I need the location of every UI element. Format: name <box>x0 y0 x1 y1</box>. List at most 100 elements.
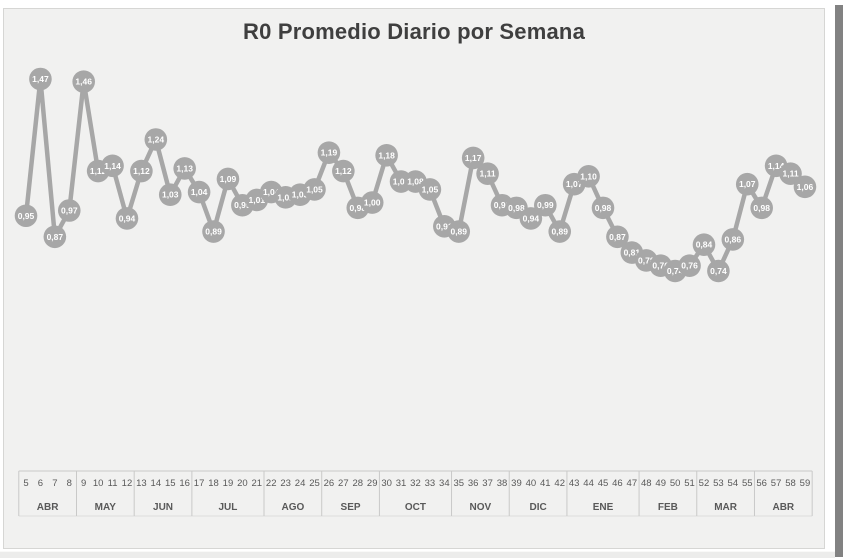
week-tick-label: 5 <box>23 478 28 489</box>
data-point: 1,47 <box>29 67 52 91</box>
data-point-label: 0,99 <box>234 200 251 210</box>
data-point-label: 0,99 <box>494 200 511 210</box>
data-point-label: 1,12 <box>133 166 150 176</box>
data-point-marker <box>692 233 716 256</box>
week-tick-label: 24 <box>295 478 306 489</box>
data-point-marker <box>721 228 745 251</box>
week-tick-label: 34 <box>439 478 450 489</box>
data-point-marker <box>115 207 139 230</box>
data-point: 0,97 <box>57 199 81 222</box>
data-point-label: 1,13 <box>176 163 193 173</box>
week-tick-label: 45 <box>598 478 609 489</box>
month-label: JUN <box>153 502 173 513</box>
data-point-marker <box>418 178 442 201</box>
data-point-label: 1,06 <box>797 182 814 192</box>
week-tick-label: 30 <box>381 478 392 489</box>
data-point: 1,11 <box>476 162 499 185</box>
data-point: 1,11 <box>779 162 802 185</box>
week-tick-label: 47 <box>627 478 638 489</box>
data-point-label: 1,03 <box>162 190 179 200</box>
data-point: 1,05 <box>303 178 326 201</box>
data-point-label: 1,08 <box>407 177 424 187</box>
week-tick-label: 51 <box>684 478 695 489</box>
data-point-label: 1,04 <box>191 187 208 197</box>
week-tick-label: 57 <box>771 478 782 489</box>
week-tick-label: 12 <box>122 478 133 489</box>
data-point: 0,76 <box>678 254 701 278</box>
data-point: 0,86 <box>721 228 745 251</box>
data-point: 1,05 <box>418 178 442 201</box>
data-point-label: 1,46 <box>75 77 92 87</box>
data-point-marker <box>461 146 485 170</box>
week-tick-label: 32 <box>410 478 421 489</box>
data-point-label: 1,19 <box>321 148 338 158</box>
data-point: 0,94 <box>519 207 543 230</box>
data-point-marker <box>144 128 168 151</box>
week-tick-label: 56 <box>756 478 767 489</box>
data-point: 1,14 <box>101 154 124 178</box>
week-tick-label: 18 <box>208 478 219 489</box>
week-tick-label: 58 <box>785 478 796 489</box>
week-tick-label: 50 <box>670 478 681 489</box>
data-point: 1,10 <box>577 165 600 188</box>
data-point-label: 1,11 <box>782 169 798 179</box>
data-point: 1,18 <box>375 143 398 167</box>
week-tick-label: 23 <box>280 478 291 489</box>
data-point-label: 0,99 <box>537 200 554 210</box>
week-tick-label: 9 <box>81 478 86 489</box>
week-tick-label: 33 <box>425 478 436 489</box>
data-point: 1,24 <box>144 128 168 151</box>
month-label: AGO <box>281 502 304 513</box>
week-tick-label: 13 <box>136 478 147 489</box>
month-label: ABR <box>37 502 59 513</box>
week-tick-label: 39 <box>511 478 522 489</box>
week-tick-label: 41 <box>540 478 551 489</box>
week-tick-label: 55 <box>742 478 753 489</box>
data-point-marker <box>793 175 817 199</box>
data-point-label: 1,11 <box>480 169 496 179</box>
week-tick-label: 53 <box>713 478 724 489</box>
data-point-marker <box>678 254 701 278</box>
month-label: DIC <box>529 502 546 513</box>
data-point: 0,98 <box>750 196 773 220</box>
data-point-marker <box>707 259 730 283</box>
data-point-marker <box>29 67 52 91</box>
data-point-marker <box>317 141 341 164</box>
week-tick-label: 21 <box>252 478 263 489</box>
week-tick-label: 43 <box>569 478 580 489</box>
data-point-label: 0,97 <box>61 206 78 216</box>
week-tick-label: 44 <box>583 478 594 489</box>
week-tick-label: 27 <box>338 478 349 489</box>
data-point-label: 1,04 <box>263 187 280 197</box>
data-point-label: 0,78 <box>638 255 655 265</box>
data-point-marker <box>101 154 124 178</box>
data-point: 0,89 <box>202 220 225 243</box>
data-point-marker <box>591 196 615 220</box>
data-point: 1,03 <box>158 183 182 207</box>
data-point-label: 0,98 <box>753 203 770 213</box>
data-point: 0,94 <box>115 207 139 230</box>
data-point-marker <box>447 220 471 243</box>
data-point: 0,99 <box>534 193 557 217</box>
data-point: 0,74 <box>707 259 730 283</box>
data-point-label: 1,12 <box>335 166 352 176</box>
data-point: 0,87 <box>43 225 67 249</box>
week-tick-label: 8 <box>67 478 72 489</box>
week-tick-label: 48 <box>641 478 652 489</box>
week-tick-label: 28 <box>352 478 363 489</box>
week-tick-label: 38 <box>497 478 508 489</box>
week-tick-label: 20 <box>237 478 248 489</box>
data-point: 1,19 <box>317 141 341 164</box>
data-point-label: 1,07 <box>739 179 756 189</box>
month-label: OCT <box>405 502 426 513</box>
data-point-label: 1,17 <box>465 153 482 163</box>
month-label: JUL <box>218 502 237 513</box>
data-point: 1,13 <box>173 157 196 180</box>
data-point-label: 0,76 <box>681 261 698 271</box>
week-tick-label: 36 <box>468 478 479 489</box>
data-point-marker <box>72 70 95 93</box>
week-tick-label: 22 <box>266 478 277 489</box>
month-label: FEB <box>658 502 678 513</box>
data-point-marker <box>14 204 38 228</box>
